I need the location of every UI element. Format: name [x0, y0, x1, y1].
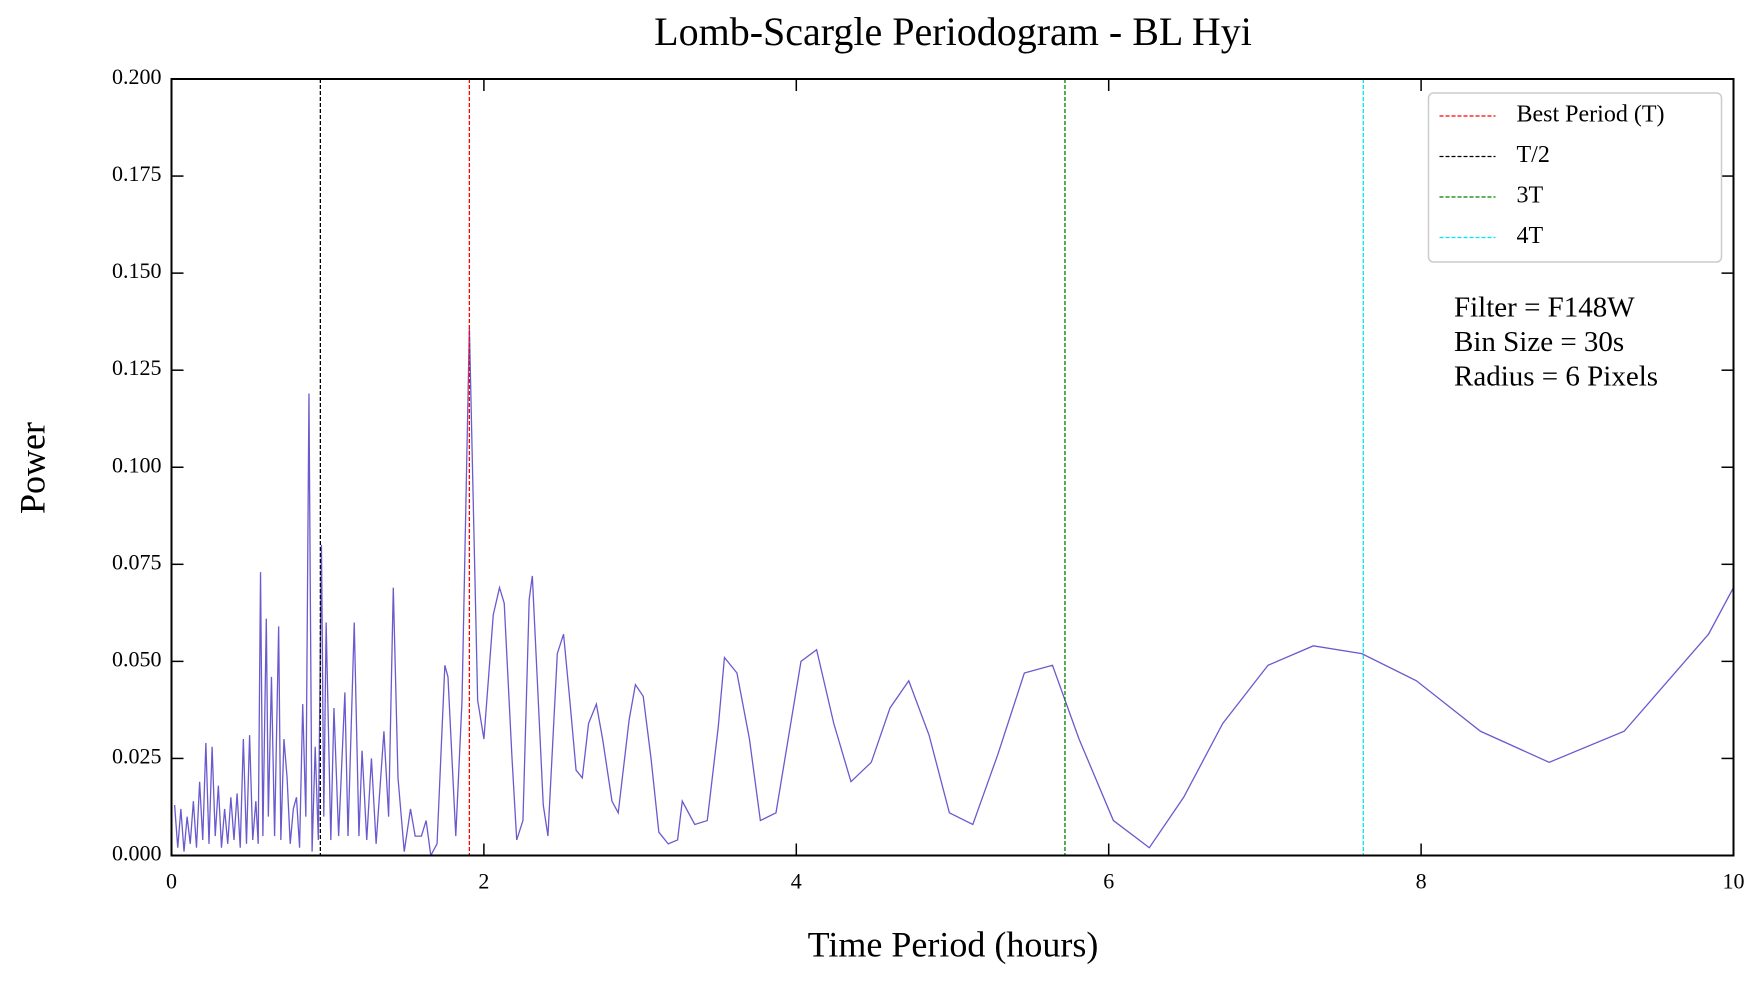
y-tick-label: 0.200: [112, 64, 162, 89]
x-tick-label: 10: [1723, 869, 1745, 894]
x-tick-label: 8: [1416, 869, 1427, 894]
x-tick-label: 6: [1103, 869, 1114, 894]
y-axis-label: Power: [12, 422, 52, 514]
y-tick-label: 0.075: [112, 549, 162, 574]
legend-box: [1427, 92, 1723, 263]
y-tick-label: 0.050: [112, 646, 162, 671]
y-tick-label: 0.025: [112, 743, 162, 768]
x-tick-label: 2: [478, 869, 489, 894]
legend-label: 3T: [1517, 183, 1544, 209]
y-tick-label: 0.125: [112, 355, 162, 380]
legend-label: 4T: [1517, 223, 1544, 249]
x-tick-label: 4: [791, 869, 802, 894]
chart-title: Lomb-Scargle Periodogram - BL Hyi: [654, 9, 1252, 54]
y-tick-label: 0.000: [112, 841, 162, 866]
plot-frame: [170, 78, 1735, 857]
x-tick-label: 0: [166, 869, 177, 894]
annotation: Bin Size = 30s: [1454, 326, 1624, 358]
x-axis-label: Time Period (hours): [808, 924, 1099, 964]
legend-label: T/2: [1517, 142, 1550, 168]
annotation: Filter = F148W: [1454, 292, 1635, 324]
y-tick-label: 0.100: [112, 452, 162, 477]
y-tick-label: 0.150: [112, 258, 162, 283]
legend-label: Best Period (T): [1517, 102, 1665, 128]
y-tick-label: 0.175: [112, 161, 162, 186]
data-line: [173, 327, 1734, 856]
annotation: Radius = 6 Pixels: [1454, 361, 1658, 393]
